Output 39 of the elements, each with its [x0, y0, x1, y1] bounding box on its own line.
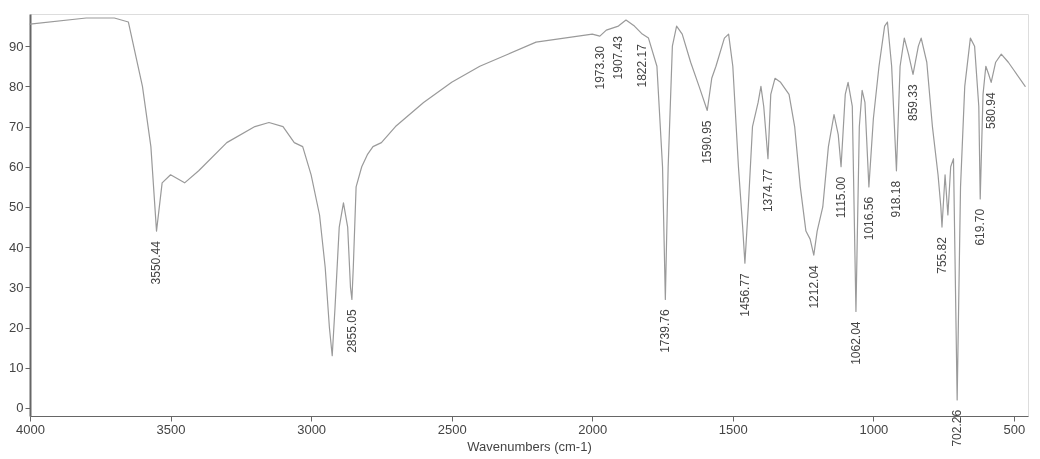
y-tick-label: 90 — [9, 38, 24, 54]
annotation: 2855.05 — [344, 309, 359, 353]
annotation: 702.26 — [950, 409, 965, 447]
annotation: 1016.56 — [861, 196, 876, 241]
annotation: 918.18 — [889, 180, 904, 218]
annotation: 1907.43 — [611, 35, 626, 80]
y-tick-label: 50 — [9, 199, 24, 215]
x-tick-label: 2500 — [437, 421, 467, 437]
y-tick-label: 70 — [9, 119, 24, 135]
x-tick-label: 500 — [1003, 421, 1026, 437]
x-tick-label: 4000 — [16, 421, 45, 437]
x-tick-label: 2000 — [578, 421, 608, 437]
annotation: 1062.04 — [848, 321, 863, 365]
y-tick-label: 20 — [9, 320, 24, 336]
x-axis-title: Wavenumbers (cm-1) — [467, 438, 592, 454]
x-tick-label: 1000 — [859, 421, 889, 437]
annotation: 859.33 — [905, 83, 920, 121]
annotation: 580.94 — [984, 92, 999, 130]
y-tick-label: 30 — [9, 279, 24, 295]
annotation: 1212.04 — [806, 264, 821, 309]
annotation: 755.82 — [935, 236, 950, 274]
x-tick-label: 1500 — [718, 421, 748, 437]
y-tick-label: 0 — [16, 400, 24, 416]
annotation: 1973.30 — [592, 45, 607, 90]
annotation: 1822.17 — [635, 43, 650, 88]
annotation: 1739.76 — [658, 309, 673, 353]
x-tick-label: 3500 — [156, 421, 186, 437]
y-tick-label: 80 — [9, 78, 24, 94]
annotation: 3550.44 — [149, 240, 164, 285]
line-series — [29, 17, 1026, 401]
annotation: 1115.00 — [834, 176, 849, 219]
y-tick-label: 60 — [9, 159, 24, 175]
y-tick-label: 10 — [9, 360, 24, 376]
annotation: 1456.77 — [737, 272, 752, 317]
annotation: 1374.77 — [761, 168, 776, 213]
y-tick-label: 40 — [9, 239, 24, 255]
annotation: 619.70 — [973, 208, 988, 246]
annotation: 1590.95 — [700, 120, 715, 164]
x-tick-label: 3000 — [297, 421, 327, 437]
